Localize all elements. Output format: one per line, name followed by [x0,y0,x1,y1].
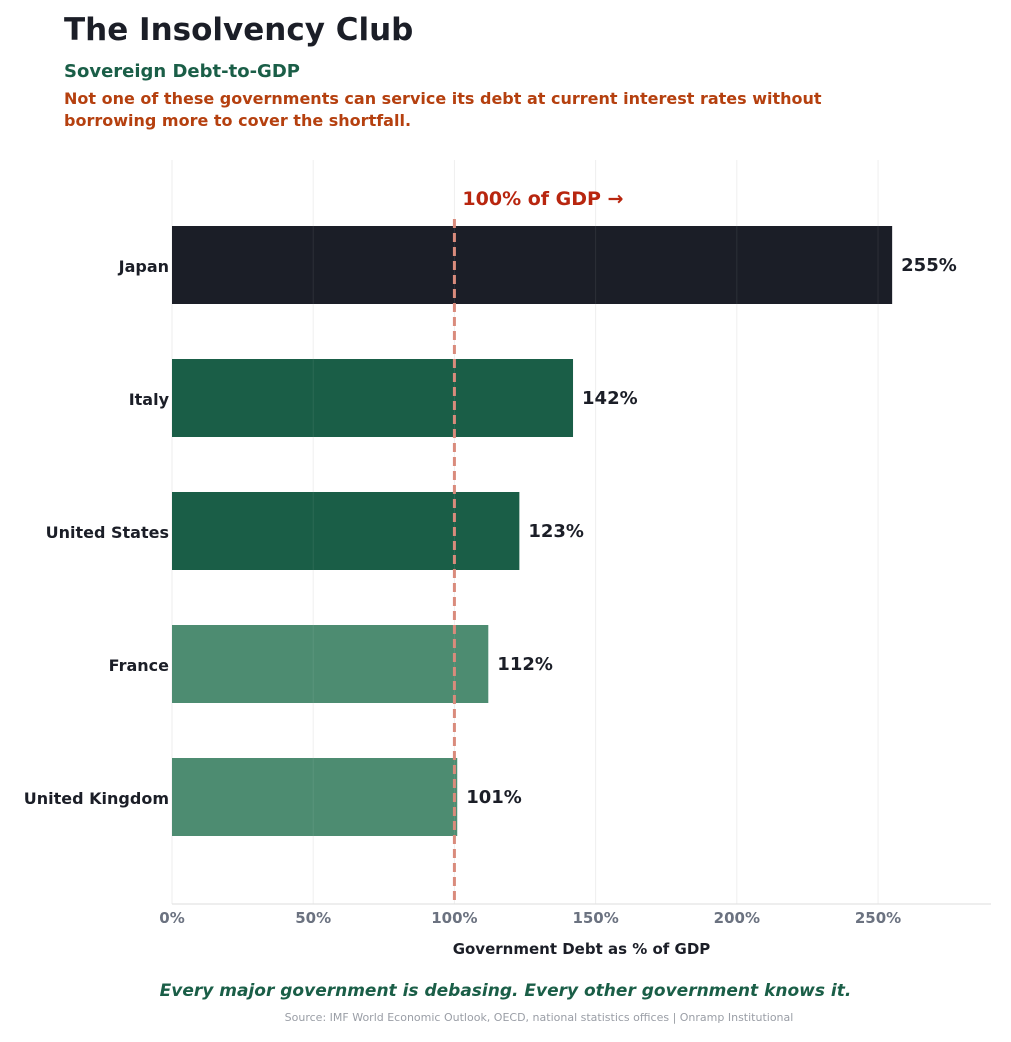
category-label: United States [46,523,169,542]
value-label: 101% [466,787,522,808]
x-tick-label: 250% [855,909,901,927]
chart-title: The Insolvency Club [64,12,414,48]
x-tick-label: 100% [431,909,477,927]
category-label: United Kingdom [24,789,169,808]
bar [172,359,574,437]
x-tick-label: 0% [159,909,184,927]
bar [172,226,893,304]
bar [172,492,520,570]
value-label: 123% [528,521,584,542]
value-label: 142% [582,388,638,409]
source-note: Source: IMF World Economic Outlook, OECD… [284,1011,794,1024]
value-label: 255% [901,255,957,276]
bar [172,625,489,703]
chart-note: Not one of these governments can service… [64,89,822,130]
x-tick-label: 50% [295,909,331,927]
value-label: 112% [497,654,553,675]
category-label: Japan [118,257,169,276]
reference-line-label: 100% of GDP → [462,188,623,210]
chart-subtitle: Sovereign Debt-to-GDP [64,61,300,82]
x-axis-label: Government Debt as % of GDP [453,940,711,958]
category-label: France [109,656,169,675]
bar [172,758,458,836]
x-tick-label: 200% [714,909,760,927]
footer-quote: Every major government is debasing. Ever… [159,981,852,1001]
category-label: Italy [129,390,170,409]
x-tick-label: 150% [572,909,618,927]
